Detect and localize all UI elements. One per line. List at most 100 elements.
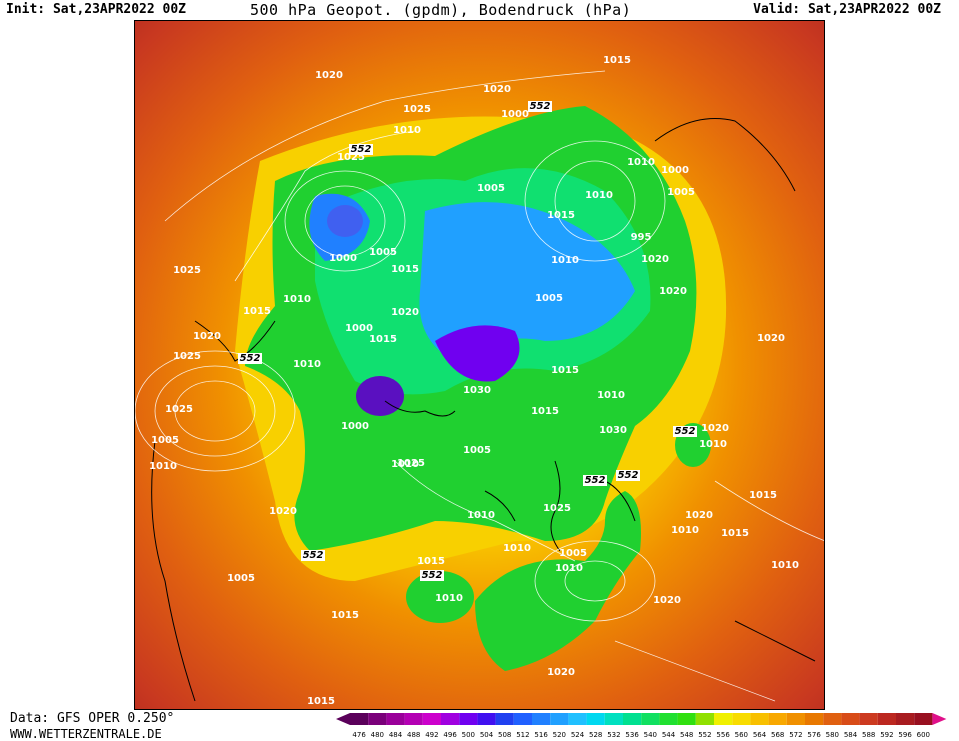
legend-swatch [859,713,878,725]
contour-552-atlantic [406,571,474,623]
isobar-label: 1015 [417,556,445,567]
isobar-lines [135,70,824,702]
legend-tick-label: 572 [789,731,802,739]
legend-tick-label: 600 [917,731,930,739]
contour-label-bg [420,570,444,581]
legend-swatch [732,713,751,725]
legend-tick-label: 568 [771,731,784,739]
isobar-label: 1025 [337,152,365,163]
legend-swatch [896,713,915,725]
coastlines [151,118,816,702]
contour-label-bg [349,144,373,155]
isobar-label: 1010 [671,525,699,536]
isobar-label: 1010 [503,543,531,554]
legend-swatch [623,713,642,725]
isobar-label: 1015 [547,210,575,221]
data-source: Data: GFS OPER 0.250° [10,711,175,726]
isobar-label: 1015 [531,406,559,417]
contour-label-bg [238,353,262,364]
legend-tick-label: 488 [407,731,420,739]
legend-tick-label: 596 [898,731,912,739]
legend-tick-label: 480 [371,731,384,739]
legend-swatch [495,713,514,725]
isobar-label: 1010 [699,439,727,450]
contour-552-labels: 552 552 552 552 552 552 552 552 [238,101,697,581]
isobar-label: 1010 [283,294,311,305]
contour-label-bg [616,470,640,481]
valid-time: Valid: Sat,23APR2022 00Z [753,2,941,17]
isobar-label: 1005 [667,187,695,198]
isobar-label: 1005 [369,247,397,258]
legend-swatch [914,713,933,725]
isobar-label: 1010 [435,593,463,604]
isobar-label: 1015 [391,264,419,275]
isobar-label: 1010 [597,390,625,401]
legend-swatch [568,713,587,725]
legend-tick-label: 576 [807,731,821,739]
isobar-label: 1025 [543,503,571,514]
legend-tick-label: 504 [480,731,494,739]
legend-swatch [604,713,623,725]
contour-label: 552 [351,144,372,155]
isobar-label: 995 [631,232,652,243]
legend-tick-label: 540 [644,731,657,739]
legend-tick-label: 528 [589,731,602,739]
isobar-label: 1015 [749,490,777,501]
isobar-label: 1025 [165,404,193,415]
legend-arrow-left [336,713,350,725]
isobar-label: 1020 [641,254,669,265]
site-url: WWW.WETTERZENTRALE.DE [10,727,162,741]
isobar-label: 1030 [599,425,627,436]
legend-tick-label: 588 [862,731,875,739]
isobar-label: 1000 [345,323,373,334]
legend-swatch [532,713,551,725]
isobar-label: 1010 [467,510,495,521]
isobar-label: 1025 [173,265,201,276]
low-central [435,325,520,382]
legend-swatch [823,713,842,725]
isobar-label: 1020 [193,331,221,342]
legend-swatch [386,713,405,725]
contour-label: 552 [303,550,324,561]
isobar-label: 1020 [659,286,687,297]
isobar-label: 1005 [227,573,255,584]
isobar-label: 1025 [397,458,425,469]
map-canvas: 552 552 552 552 552 552 552 552 1015 1020 1025 102… [135,21,824,709]
legend-swatch [695,713,714,725]
legend-swatch [422,713,441,725]
legend-arrow-right [932,713,947,725]
isobar-label: 1010 [585,190,613,201]
isobar-label: 1005 [535,293,563,304]
isobar-label: 1015 [307,696,335,707]
isobar-label: 1020 [483,84,511,95]
isobar-label: 1010 [293,359,321,370]
isobar-label: 1010 [551,255,579,266]
isobar-label: 1000 [341,421,369,432]
legend-tick-label: 516 [534,731,548,739]
legend-swatch [714,713,733,725]
legend-tick-label: 552 [698,731,711,739]
legend-tick-label: 508 [498,731,511,739]
isobar-label: 1005 [477,183,505,194]
contour-label: 552 [585,475,606,486]
isobar-label: 1010 [555,563,583,574]
legend-tick-label: 564 [753,731,767,739]
legend-tick-label: 560 [735,731,748,739]
isobar-label: 1015 [551,365,579,376]
legend-swatch [677,713,696,725]
legend-swatch [550,713,569,725]
isobar-label: 1020 [685,510,713,521]
legend-swatch [586,713,605,725]
legend-swatch [477,713,496,725]
contour-label: 552 [422,570,443,581]
contour-label: 552 [530,101,551,112]
legend-tick-label: 544 [662,731,676,739]
weather-map: 552 552 552 552 552 552 552 552 1015 1020 1025 102… [134,20,825,710]
isobar-label: 1015 [243,306,271,317]
low-core-central [356,376,404,416]
legend-tick-label: 592 [880,731,893,739]
isobar-label: 1005 [151,435,179,446]
init-time: Init: Sat,23APR2022 00Z [6,2,187,17]
isobar-label: 1025 [173,351,201,362]
color-legend: 476 480 484 488 492 496 500 504 508 512 516 520 524 5… [336,713,947,739]
